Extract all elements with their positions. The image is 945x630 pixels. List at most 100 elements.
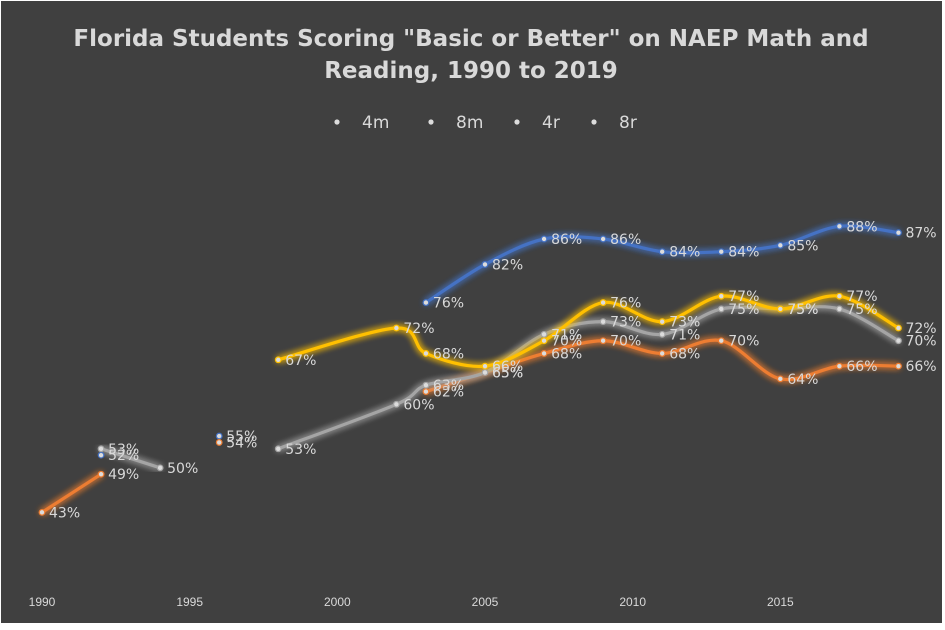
- data-label-8m-2005: 65%: [492, 366, 523, 382]
- data-label-4r-1998: 53%: [285, 442, 316, 458]
- data-label-8m-1990: 43%: [49, 505, 80, 521]
- data-point-8m-2007: [540, 350, 548, 357]
- data-point-4m-1992: [97, 451, 105, 459]
- data-label-8r-2002: 72%: [403, 321, 434, 337]
- data-point-4r-2019: [895, 337, 902, 345]
- data-point-8m-2009: [599, 337, 607, 345]
- data-label-4r-1992: 53%: [108, 442, 139, 458]
- chart-title-line-2: Reading, 1990 to 2019: [324, 58, 618, 84]
- legend: 4m 8m 4r 8r: [316, 113, 637, 133]
- data-point-8r-2003: [422, 350, 430, 357]
- data-point-4r-2005: [481, 369, 489, 376]
- data-point-8m-2003: [422, 388, 430, 395]
- data-point-8r-2015: [776, 305, 784, 313]
- data-label-4m-2005: 82%: [492, 257, 523, 273]
- data-point-8r-2007: [540, 337, 548, 345]
- data-point-4m-1996: [215, 432, 223, 440]
- data-point-8m-2019: [895, 362, 902, 370]
- data-labels: 52% 55% 76% 82% 86% 86% 84% 84% 85% 88% 87% 43% 49% 5…: [49, 219, 937, 521]
- data-point-4m-2013: [717, 248, 725, 256]
- x-tick-label-2015: 2015: [767, 595, 794, 609]
- legend-label-4r: 4r: [542, 113, 560, 133]
- legend-marker-8m: [428, 119, 434, 125]
- series-points: [38, 222, 902, 516]
- x-tick-label-2010: 2010: [619, 595, 646, 609]
- data-point-8r-2019: [895, 324, 902, 332]
- data-label-8m-2017: 66%: [846, 359, 877, 375]
- data-label-8r-2005: 66%: [492, 359, 523, 375]
- data-point-4r-2007: [540, 330, 548, 338]
- data-label-4m-2017: 88%: [846, 219, 877, 235]
- data-label-4m-2009: 86%: [610, 232, 641, 248]
- data-point-8m-2011: [658, 350, 666, 357]
- data-label-4r-2015: 75%: [787, 302, 818, 318]
- data-label-8r-2017: 77%: [846, 289, 877, 305]
- data-point-8m-2017: [836, 362, 843, 370]
- data-label-8r-2007: 70%: [551, 334, 582, 350]
- x-tick-label-2000: 2000: [324, 595, 351, 609]
- data-point-8m-1990: [38, 508, 46, 516]
- data-label-4r-2017: 75%: [846, 302, 877, 318]
- x-tick-label-2005: 2005: [472, 595, 499, 609]
- data-label-4r-2003: 63%: [433, 378, 464, 394]
- data-label-8m-2003: 62%: [433, 385, 464, 401]
- data-point-4m-2019: [895, 229, 902, 237]
- data-label-8m-1992: 49%: [108, 467, 139, 483]
- data-label-4r-2009: 73%: [610, 315, 641, 331]
- data-point-8m-2013: [717, 337, 725, 345]
- data-label-8r-2011: 73%: [669, 315, 700, 331]
- data-point-4m-2003: [422, 299, 430, 306]
- data-label-4m-1992: 52%: [108, 448, 139, 464]
- data-point-4m-2005: [481, 261, 489, 268]
- data-point-4m-2017: [836, 222, 843, 230]
- x-tick-label-1990: 1990: [29, 595, 56, 609]
- legend-label-8r: 8r: [619, 113, 637, 133]
- data-label-8m-2007: 68%: [551, 346, 582, 362]
- data-point-4r-1994: [156, 464, 164, 472]
- data-point-4r-2017: [836, 305, 843, 313]
- data-label-8r-2013: 77%: [728, 289, 759, 305]
- data-label-4r-2013: 75%: [728, 302, 759, 318]
- series-line-4r-seg-0: [99, 447, 162, 470]
- data-point-8r-2005: [481, 362, 489, 370]
- data-point-8r-1998: [274, 356, 282, 364]
- data-label-4r-1994: 50%: [167, 461, 198, 477]
- x-axis: 1990 1995 2000 2005 2010 2015: [29, 595, 794, 609]
- data-point-4r-2002: [393, 400, 400, 408]
- chart-title-line-1: Florida Students Scoring "Basic or Bette…: [73, 26, 868, 52]
- legend-label-8m: 8m: [456, 113, 483, 133]
- data-label-8m-2019: 66%: [905, 359, 936, 375]
- data-label-8m-2013: 70%: [728, 334, 759, 350]
- data-point-8r-2011: [658, 318, 666, 326]
- data-label-4r-2007: 71%: [551, 327, 582, 343]
- legend-label-4m: 4m: [362, 113, 389, 133]
- data-point-4m-2015: [776, 241, 784, 249]
- data-point-4r-2009: [599, 318, 607, 326]
- data-label-4m-2013: 84%: [728, 245, 759, 261]
- data-point-4r-1998: [274, 445, 282, 453]
- data-point-4m-2009: [599, 235, 607, 243]
- legend-marker-4r: [514, 119, 520, 125]
- x-tick-label-1995: 1995: [176, 595, 203, 609]
- data-point-8r-2009: [599, 299, 607, 306]
- data-point-4r-2011: [658, 330, 666, 338]
- data-label-4m-2019: 87%: [905, 226, 936, 242]
- data-point-4r-2013: [717, 305, 725, 313]
- data-label-4m-2015: 85%: [787, 238, 818, 254]
- data-label-8r-2015: 75%: [787, 302, 818, 318]
- data-label-4m-2011: 84%: [669, 245, 700, 261]
- series-line-4r-seg-1: [276, 305, 901, 451]
- data-point-8m-1992: [97, 470, 105, 478]
- data-label-8m-2009: 70%: [610, 334, 641, 350]
- data-label-4r-2019: 70%: [905, 334, 936, 350]
- data-label-4r-2002: 60%: [403, 397, 434, 413]
- data-point-8r-2002: [393, 324, 400, 332]
- data-point-4r-2003: [422, 381, 430, 389]
- data-label-8m-1996: 54%: [226, 435, 257, 451]
- data-label-8r-1998: 67%: [285, 353, 316, 369]
- data-point-8m-2015: [776, 375, 784, 383]
- data-label-8r-2003: 68%: [433, 346, 464, 362]
